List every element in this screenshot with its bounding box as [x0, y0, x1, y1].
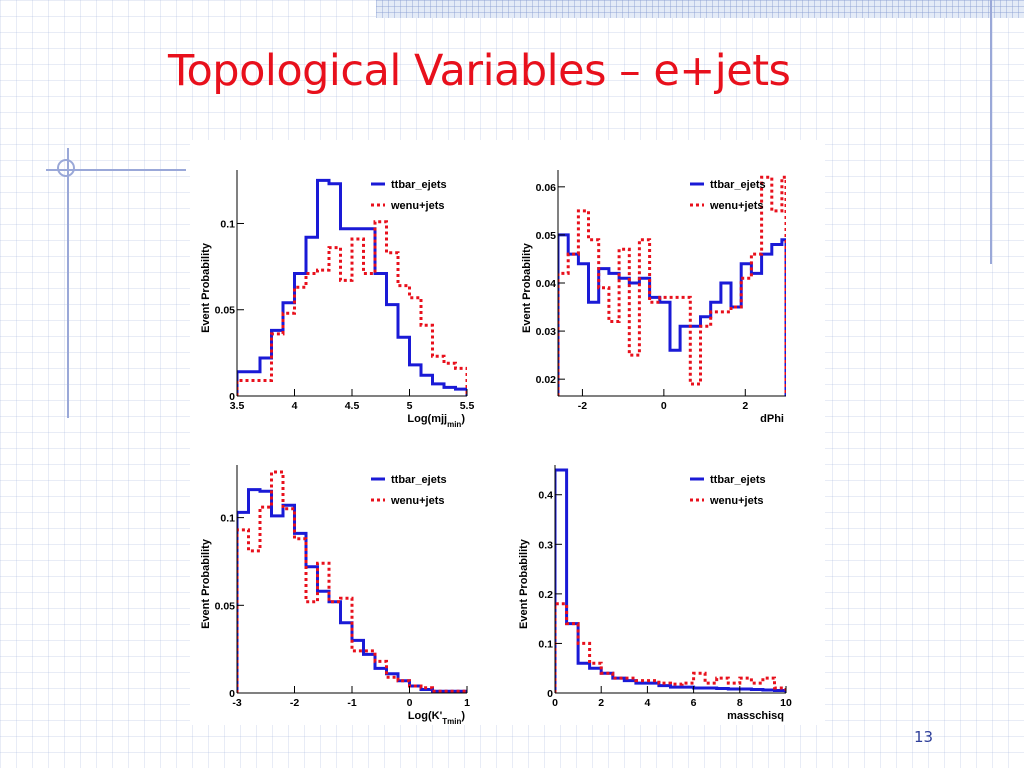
- x-tick-label: 0: [661, 400, 667, 412]
- series-ttbar-ejets-line: [237, 488, 467, 693]
- x-axis-title: Log(mjjmin): [407, 413, 465, 429]
- x-tick-label: 1: [464, 697, 470, 709]
- y-axis-title: Event Probability: [518, 538, 530, 629]
- y-axis-title: Event Probability: [200, 242, 212, 333]
- y-axis-title: Event Probability: [200, 538, 212, 629]
- top-decorative-band: [376, 0, 1024, 18]
- x-tick-label: -3: [232, 697, 241, 709]
- y-tick-label: 0.03: [536, 326, 557, 338]
- x-tick-label: 4: [644, 697, 650, 709]
- series-group: [555, 468, 786, 693]
- dphi-histogram: 0.02 0.03 0.04 0.05 0.06 -2 0 2 Event Probabilit…: [521, 170, 786, 425]
- histogram-figure: 0 0.05 0.1 3.5 4 4.5 5 5.5 Event Probability Log(…: [200, 170, 792, 725]
- x-tick-label: 8: [737, 697, 743, 709]
- x-axis-title-subscript: Tmin: [442, 717, 461, 725]
- x-axis-title-main: masschisq: [727, 710, 784, 722]
- series-ttbar-ejets-line: [558, 233, 786, 396]
- x-tick-label: 3.5: [230, 400, 245, 412]
- slide-title: Topological Variables – e+jets: [168, 46, 791, 96]
- x-axis-title-main: Log(K': [408, 710, 443, 722]
- figure-background: [190, 140, 825, 725]
- left-decorative-rule: [67, 148, 69, 418]
- y-tick-label: 0.06: [536, 182, 557, 194]
- x-tick-label: -1: [347, 697, 356, 709]
- series-group: [558, 175, 786, 396]
- x-axis-title-tail: ): [461, 710, 465, 722]
- mjj-histogram: 0 0.05 0.1 3.5 4 4.5 5 5.5 Event Probability Log(…: [200, 170, 474, 429]
- y-tick-label: 0: [229, 688, 235, 700]
- y-tick-label: 0.1: [220, 218, 235, 230]
- y-tick-label: 0: [547, 688, 553, 700]
- legend-label: wenu+jets: [390, 495, 445, 507]
- x-axis-title-main: Log(mjj: [407, 413, 447, 425]
- series-group: [237, 178, 467, 396]
- y-tick-label: 0.05: [536, 230, 557, 242]
- masschisq-histogram: 0 0.1 0.2 0.3 0.4 0 2 4 6 8 10 Event Probability mas…: [518, 465, 792, 722]
- y-tick-label: 0.4: [538, 490, 553, 502]
- y-tick-label: 0.04: [536, 278, 557, 290]
- x-tick-label: 4.5: [345, 400, 360, 412]
- series-ttbar-ejets-line: [237, 178, 467, 396]
- legend-label: wenu+jets: [709, 200, 764, 212]
- x-tick-label: 0: [552, 697, 558, 709]
- x-tick-label: 2: [598, 697, 604, 709]
- x-axis-title: Log(K'Tmin): [408, 710, 466, 725]
- x-tick-label: 6: [691, 697, 697, 709]
- y-tick-label: 0: [229, 391, 235, 403]
- y-tick-label: 0.05: [215, 600, 236, 612]
- x-tick-label: 5.5: [460, 400, 475, 412]
- x-axis-title-main: dPhi: [760, 413, 784, 425]
- title-underline-rule: [46, 169, 186, 171]
- y-tick-label: 0.02: [536, 374, 557, 386]
- ktmin-histogram: 0 0.05 0.1 -3 -2 -1 0 1 Event Probability Log(K'T…: [200, 465, 470, 725]
- decorative-circle: [57, 159, 75, 177]
- legend-label: ttbar_ejets: [710, 179, 766, 191]
- legend-label: wenu+jets: [390, 200, 445, 212]
- series-wenu-jets-line: [558, 175, 786, 396]
- y-tick-label: 0.05: [215, 305, 236, 317]
- series-ttbar-ejets-line: [555, 468, 786, 693]
- x-tick-label: 10: [780, 697, 792, 709]
- x-tick-label: 2: [742, 400, 748, 412]
- x-axis-title-tail: ): [461, 413, 465, 425]
- x-axis-title-subscript: min: [447, 420, 461, 429]
- series-wenu-jets-line: [237, 220, 467, 396]
- series-group: [237, 470, 467, 693]
- legend-label: ttbar_ejets: [710, 474, 766, 486]
- x-tick-label: -2: [578, 400, 587, 412]
- x-tick-label: 5: [407, 400, 413, 412]
- y-tick-label: 0.2: [538, 589, 553, 601]
- legend-label: ttbar_ejets: [391, 474, 447, 486]
- y-axis-title: Event Probability: [521, 242, 533, 333]
- x-tick-label: -2: [290, 697, 299, 709]
- x-tick-label: 4: [292, 400, 298, 412]
- y-tick-label: 0.1: [220, 513, 235, 525]
- legend-label: ttbar_ejets: [391, 179, 447, 191]
- page-number: 13: [914, 728, 934, 746]
- series-wenu-jets-line: [555, 602, 786, 693]
- x-axis-title: masschisq: [727, 710, 784, 722]
- legend-label: wenu+jets: [709, 495, 764, 507]
- series-wenu-jets-line: [237, 470, 467, 693]
- right-decorative-rule: [990, 0, 992, 264]
- y-tick-label: 0.3: [538, 539, 553, 551]
- y-tick-label: 0.1: [538, 638, 553, 650]
- x-tick-label: 0: [407, 697, 413, 709]
- x-axis-title: dPhi: [760, 413, 784, 425]
